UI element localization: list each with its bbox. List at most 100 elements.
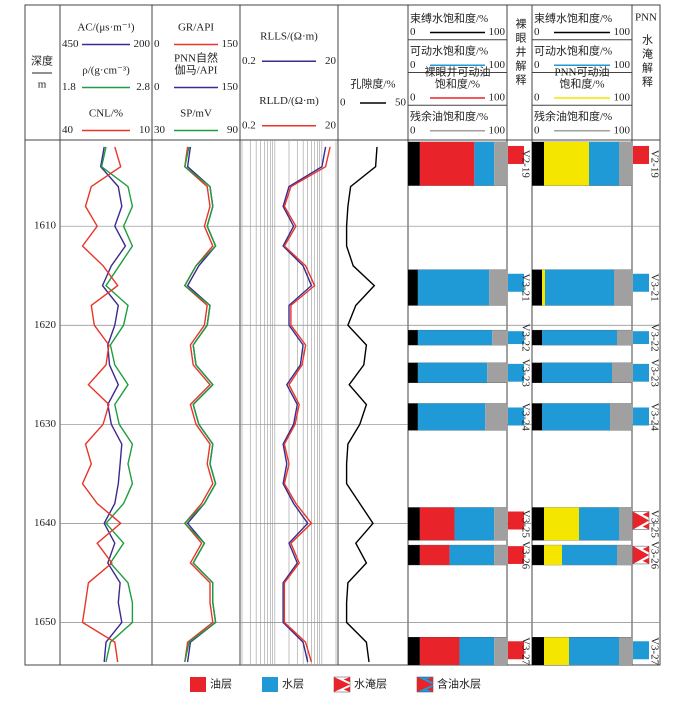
zone-label: V3-21 bbox=[519, 274, 531, 302]
depth-tick-label: 1630 bbox=[34, 418, 57, 430]
saturation-segment bbox=[494, 507, 507, 541]
curve-scale-min: 0.2 bbox=[242, 55, 256, 67]
saturation-segment bbox=[408, 403, 418, 431]
curve-label: CNL/% bbox=[89, 108, 123, 120]
saturation-scale-max: 100 bbox=[614, 59, 631, 71]
interp-swatch bbox=[508, 546, 524, 564]
interp-swatch-tri bbox=[642, 511, 649, 518]
saturation-segment bbox=[489, 269, 507, 306]
curve-label: AC/(μs·m⁻¹) bbox=[77, 22, 135, 34]
saturation-label: 束缚水饱和度/% bbox=[410, 11, 488, 25]
saturation-scale-min: 0 bbox=[410, 59, 416, 71]
saturation-scale-min: 0 bbox=[534, 26, 540, 38]
interp-swatch bbox=[633, 363, 649, 382]
zone-label: V3-27 bbox=[648, 637, 660, 666]
saturation-segment bbox=[408, 545, 420, 565]
saturation-segment bbox=[532, 403, 542, 431]
curve-label: PNN自然 bbox=[174, 51, 218, 65]
saturation-scale-min: 0 bbox=[410, 124, 416, 136]
saturation-segment bbox=[579, 507, 619, 541]
interp-swatch bbox=[508, 511, 524, 530]
saturation-segment bbox=[417, 330, 493, 346]
saturation-segment bbox=[532, 637, 544, 665]
interp-swatch-tri bbox=[642, 557, 649, 564]
saturation-segment bbox=[532, 141, 544, 186]
interp-swatch bbox=[633, 145, 649, 164]
saturation-scale-max: 100 bbox=[614, 92, 631, 104]
saturation-segment bbox=[485, 403, 507, 431]
interp-swatch bbox=[633, 641, 649, 660]
interp-swatch bbox=[508, 363, 524, 382]
interp-header: 水淹解释 bbox=[640, 34, 653, 90]
saturation-segment bbox=[408, 362, 418, 383]
saturation-segment bbox=[542, 362, 612, 383]
zone-label: V3-27 bbox=[519, 637, 531, 666]
saturation-segment bbox=[408, 269, 418, 306]
saturation-segment bbox=[454, 507, 495, 541]
saturation-label: 饱和度/% bbox=[559, 76, 604, 90]
saturation-segment bbox=[474, 141, 495, 186]
curve-label: SP/mV bbox=[180, 108, 212, 120]
interp-swatch bbox=[508, 331, 524, 345]
curve-scale-max: 2.8 bbox=[136, 81, 150, 93]
zone-label: V3-23 bbox=[648, 359, 660, 388]
curve-label: 孔隙度/% bbox=[350, 77, 395, 91]
interp-swatch bbox=[633, 273, 649, 292]
zone-label: V2-19 bbox=[648, 150, 660, 179]
saturation-segment bbox=[492, 330, 507, 346]
curve-scale-min: 0 bbox=[154, 81, 160, 93]
saturation-segment bbox=[542, 269, 545, 306]
curve-scale-min: 40 bbox=[62, 124, 74, 136]
curve-scale-min: 0.2 bbox=[242, 119, 256, 131]
curve-scale-min: 30 bbox=[154, 124, 166, 136]
saturation-segment bbox=[589, 141, 619, 186]
legend-label: 水淹层 bbox=[354, 678, 387, 691]
saturation-label: 饱和度/% bbox=[435, 76, 480, 90]
saturation-segment bbox=[419, 545, 450, 565]
zone-label: V3-23 bbox=[519, 359, 531, 388]
legend-swatch-tri bbox=[417, 677, 433, 692]
curve-scale-max: 20 bbox=[325, 119, 337, 131]
interp-swatch bbox=[508, 641, 524, 660]
curve-label: ρ/(g·cm⁻³) bbox=[82, 65, 130, 77]
curve-scale-max: 150 bbox=[222, 81, 239, 93]
saturation-label: 束缚水饱和度/% bbox=[534, 11, 612, 25]
legend-swatch bbox=[262, 677, 278, 692]
zone-label: V3-22 bbox=[648, 324, 660, 352]
zone-label: V3-22 bbox=[519, 324, 531, 352]
saturation-segment bbox=[617, 545, 632, 565]
saturation-label: 可动水饱和度/% bbox=[534, 44, 612, 58]
curve-scale-min: 0 bbox=[340, 97, 346, 109]
saturation-segment bbox=[544, 637, 569, 665]
saturation-segment bbox=[408, 330, 418, 346]
saturation-segment bbox=[494, 637, 507, 665]
saturation-segment bbox=[408, 637, 420, 665]
saturation-segment bbox=[532, 330, 542, 346]
curve-scale-max: 90 bbox=[227, 124, 239, 136]
saturation-segment bbox=[532, 362, 542, 383]
interp-swatch-tri bbox=[633, 511, 649, 530]
saturation-label: PNN可动油 bbox=[554, 64, 609, 78]
saturation-segment bbox=[417, 403, 486, 431]
interp-swatch-tri bbox=[642, 546, 649, 553]
saturation-segment bbox=[619, 637, 632, 665]
interp-header: PNN bbox=[635, 12, 657, 24]
saturation-segment bbox=[494, 141, 507, 186]
saturation-scale-max: 100 bbox=[489, 26, 506, 38]
interp-swatch bbox=[633, 407, 649, 426]
curve-scale-min: 0 bbox=[154, 38, 160, 50]
legend-swatch-tri bbox=[426, 677, 433, 683]
saturation-segment bbox=[562, 545, 617, 565]
saturation-segment bbox=[542, 403, 610, 431]
curve-scale-min: 1.8 bbox=[62, 81, 76, 93]
saturation-scale-max: 100 bbox=[614, 26, 631, 38]
zone-label: V3-24 bbox=[519, 403, 531, 432]
depth-unit: m bbox=[38, 79, 47, 91]
curve-scale-max: 150 bbox=[222, 38, 239, 50]
interp-swatch bbox=[508, 407, 524, 426]
interp-swatch bbox=[633, 331, 649, 345]
saturation-segment bbox=[408, 141, 420, 186]
interp-swatch bbox=[508, 273, 524, 292]
saturation-label: 残余油饱和度/% bbox=[534, 109, 612, 123]
legend-label: 油层 bbox=[210, 677, 232, 691]
